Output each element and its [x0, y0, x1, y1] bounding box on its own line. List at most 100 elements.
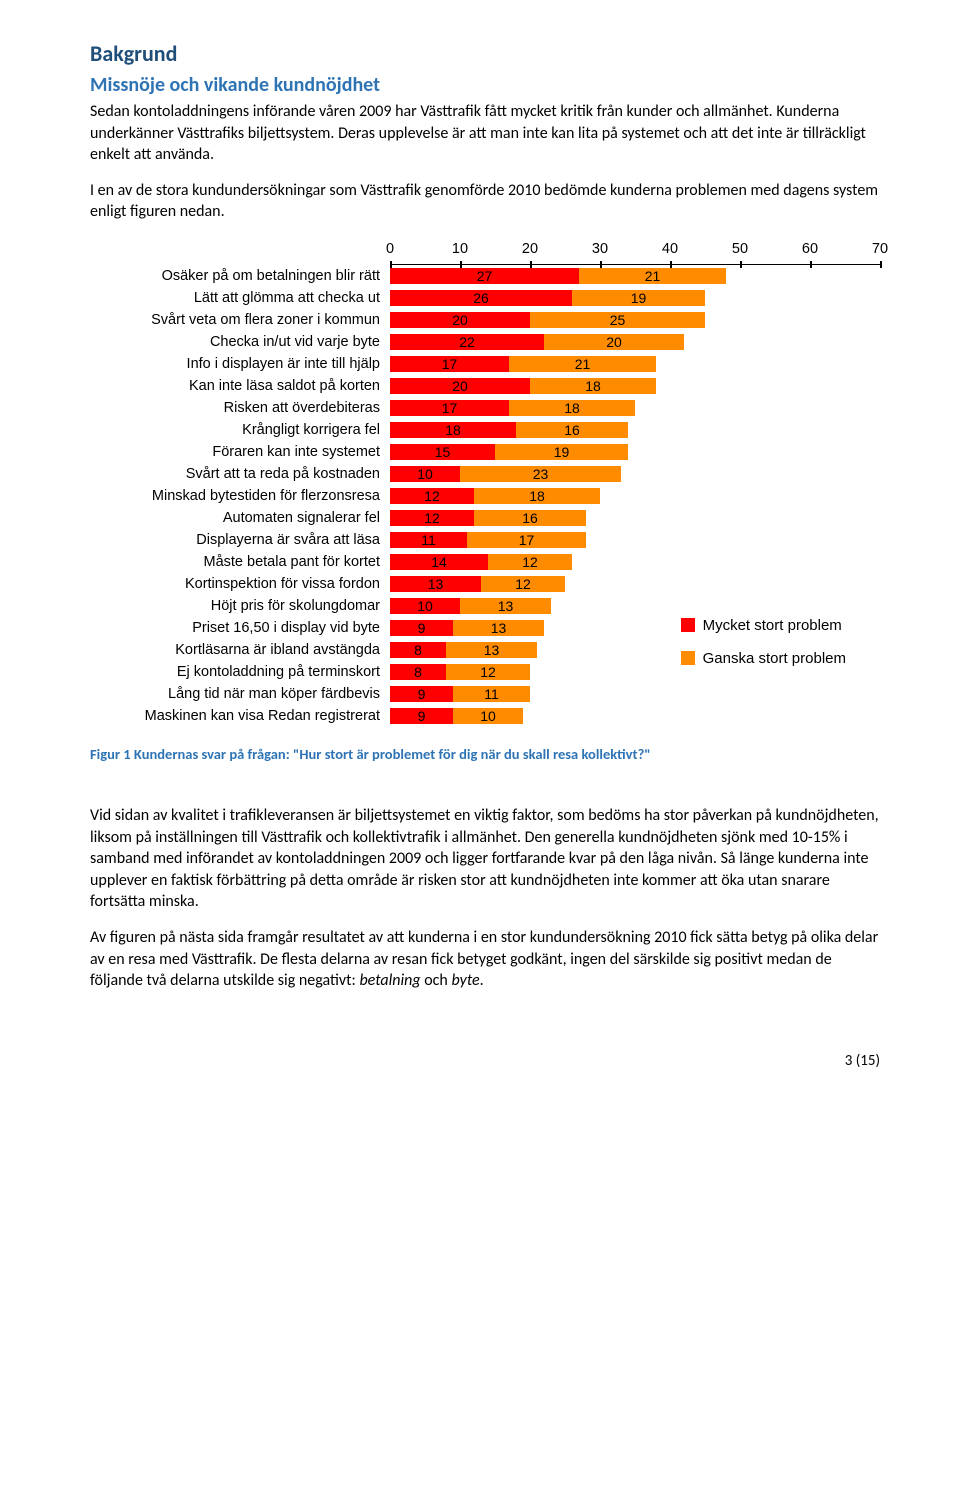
category-label: Priset 16,50 i display vid byte [90, 617, 380, 639]
para4-prefix: Av figuren på nästa sida framgår resulta… [90, 928, 878, 990]
bar-segment-b: 13 [460, 598, 551, 614]
chart-bar-row: 2018 [390, 375, 880, 397]
category-label: Höjt pris för skolungdomar [90, 595, 380, 617]
chart-bar-row: 1117 [390, 529, 880, 551]
bar-segment-b: 18 [509, 400, 635, 416]
x-tick-mark [880, 261, 882, 268]
bar-segment-b: 13 [453, 620, 544, 636]
bar-segment-b: 19 [572, 290, 705, 306]
chart-category-labels: Osäker på om betalningen blir rättLätt a… [90, 241, 390, 727]
category-label: Automaten signalerar fel [90, 507, 380, 529]
chart-plot-area: 010203040506070 272126192025222017212018… [390, 241, 880, 727]
legend-swatch [681, 651, 695, 665]
bar-segment-a: 10 [390, 598, 460, 614]
chart-bar-row: 1312 [390, 573, 880, 595]
bar-segment-a: 12 [390, 488, 474, 504]
legend-label: Ganska stort problem [703, 650, 846, 667]
bar-segment-a: 9 [390, 686, 453, 702]
bar-segment-a: 20 [390, 312, 530, 328]
bar-segment-b: 12 [481, 576, 565, 592]
paragraph-4: Av figuren på nästa sida framgår resulta… [90, 927, 880, 992]
bar-segment-a: 9 [390, 708, 453, 724]
chart-bar-row: 2619 [390, 287, 880, 309]
bar-segment-a: 10 [390, 466, 460, 482]
bar-segment-a: 20 [390, 378, 530, 394]
category-label: Kortinspektion för vissa fordon [90, 573, 380, 595]
legend-item: Mycket stort problem [681, 617, 846, 634]
category-label: Krångligt korrigera fel [90, 419, 380, 441]
category-label: Risken att överdebiteras [90, 397, 380, 419]
bar-segment-b: 16 [516, 422, 628, 438]
bar-segment-a: 22 [390, 334, 544, 350]
bar-segment-b: 19 [495, 444, 628, 460]
subsection-title: Missnöje och vikande kundnöjdhet [90, 73, 880, 97]
category-label: Kan inte läsa saldot på korten [90, 375, 380, 397]
x-tick-label: 30 [592, 241, 608, 257]
bar-segment-b: 17 [467, 532, 586, 548]
category-label: Lätt att glömma att checka ut [90, 287, 380, 309]
bar-segment-b: 18 [474, 488, 600, 504]
category-label: Displayerna är svåra att läsa [90, 529, 380, 551]
x-tick-label: 20 [522, 241, 538, 257]
bar-segment-a: 13 [390, 576, 481, 592]
chart-legend: Mycket stort problem Ganska stort problem [681, 601, 846, 683]
chart-bar-row: 2721 [390, 265, 880, 287]
category-label: Osäker på om betalningen blir rätt [90, 265, 380, 287]
chart-bar-row: 2025 [390, 309, 880, 331]
bar-segment-b: 21 [509, 356, 656, 372]
bar-segment-b: 23 [460, 466, 621, 482]
section-title: Bakgrund [90, 40, 880, 67]
bar-segment-a: 27 [390, 268, 579, 284]
paragraph-2: I en av de stora kundundersökningar som … [90, 180, 880, 223]
chart-bar-row: 1023 [390, 463, 880, 485]
paragraph-1: Sedan kontoladdningens införande våren 2… [90, 101, 880, 166]
category-label: Checka in/ut vid varje byte [90, 331, 380, 353]
chart-bar-row: 2220 [390, 331, 880, 353]
bar-segment-b: 16 [474, 510, 586, 526]
bar-segment-a: 17 [390, 400, 509, 416]
chart-bar-row: 1718 [390, 397, 880, 419]
category-label: Ej kontoladdning på terminskort [90, 661, 380, 683]
category-label: Svårt att ta reda på kostnaden [90, 463, 380, 485]
category-label: Info i displayen är inte till hjälp [90, 353, 380, 375]
category-label: Kortläsarna är ibland avstängda [90, 639, 380, 661]
bar-segment-a: 15 [390, 444, 495, 460]
legend-label: Mycket stort problem [703, 617, 842, 634]
chart-bar-row: 1218 [390, 485, 880, 507]
chart-bar-row: 911 [390, 683, 880, 705]
bar-segment-a: 26 [390, 290, 572, 306]
bar-segment-b: 12 [446, 664, 530, 680]
category-label: Föraren kan inte systemet [90, 441, 380, 463]
bar-segment-b: 10 [453, 708, 523, 724]
x-tick-label: 60 [802, 241, 818, 257]
bar-segment-b: 25 [530, 312, 705, 328]
category-label: Maskinen kan visa Redan registrerat [90, 705, 380, 727]
chart-bar-row: 1519 [390, 441, 880, 463]
chart-x-axis: 010203040506070 [390, 241, 880, 265]
chart-bar-row: 1412 [390, 551, 880, 573]
para4-italic-1: betalning [359, 971, 420, 990]
bar-segment-a: 9 [390, 620, 453, 636]
para4-mid: och [421, 971, 452, 990]
page-number: 3 (15) [90, 1052, 880, 1070]
bar-segment-a: 14 [390, 554, 488, 570]
para4-italic-2: byte [451, 971, 479, 990]
bar-segment-a: 18 [390, 422, 516, 438]
category-label: Lång tid när man köper färdbevis [90, 683, 380, 705]
x-tick-label: 50 [732, 241, 748, 257]
bar-segment-b: 18 [530, 378, 656, 394]
bar-segment-b: 12 [488, 554, 572, 570]
bar-segment-a: 8 [390, 664, 446, 680]
bar-segment-b: 20 [544, 334, 684, 350]
bar-segment-a: 12 [390, 510, 474, 526]
x-tick-label: 40 [662, 241, 678, 257]
para4-suffix: . [480, 971, 484, 990]
chart-bar-row: 1816 [390, 419, 880, 441]
problem-chart: Osäker på om betalningen blir rättLätt a… [90, 241, 880, 727]
bar-segment-b: 13 [446, 642, 537, 658]
chart-bar-row: 1721 [390, 353, 880, 375]
bar-segment-a: 11 [390, 532, 467, 548]
chart-bar-row: 910 [390, 705, 880, 727]
bar-segment-b: 21 [579, 268, 726, 284]
paragraph-3: Vid sidan av kvalitet i trafikleveransen… [90, 805, 880, 913]
